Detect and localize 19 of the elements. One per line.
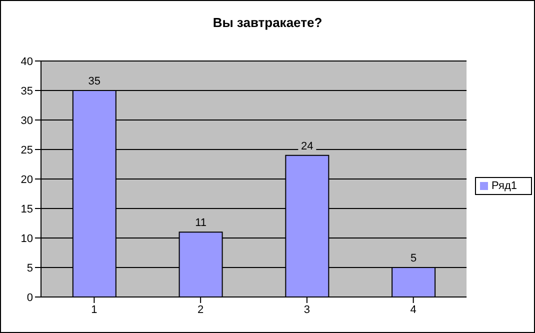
legend-label: Ряд1 xyxy=(492,180,517,192)
x-tick-label: 1 xyxy=(91,304,98,316)
data-label: 5 xyxy=(410,252,417,264)
x-tick-label: 3 xyxy=(304,304,310,316)
data-label: 24 xyxy=(301,140,314,152)
x-tick-label: 2 xyxy=(198,304,204,316)
y-tick-label: 10 xyxy=(20,232,33,245)
x-tick-label: 4 xyxy=(410,304,416,316)
y-tick-label: 35 xyxy=(20,85,33,98)
y-tick-label: 0 xyxy=(26,292,33,304)
y-tick-label: 30 xyxy=(20,114,33,127)
y-tick-label: 20 xyxy=(20,174,33,186)
chart-title: Вы завтракаете? xyxy=(212,15,324,30)
y-tick-label: 5 xyxy=(26,262,33,274)
y-tick-label: 15 xyxy=(20,203,33,216)
y-tick-label: 40 xyxy=(20,56,33,68)
data-label: 11 xyxy=(195,217,207,230)
data-label: 35 xyxy=(88,76,101,88)
y-tick-label: 25 xyxy=(20,144,33,156)
